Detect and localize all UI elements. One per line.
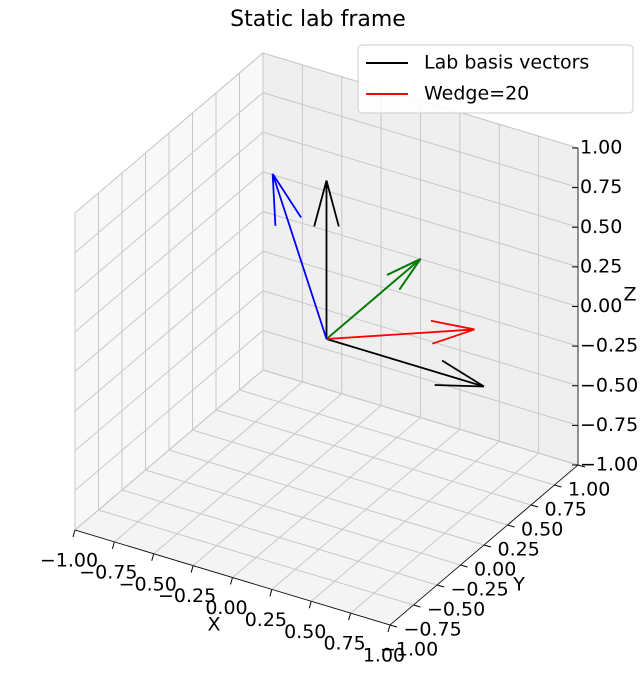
- grid-line: [262, 369, 579, 466]
- grid-line: [262, 131, 579, 228]
- z-tick-label: 0.00: [580, 295, 622, 317]
- grid-line: [74, 52, 264, 214]
- grid-line: [262, 92, 579, 189]
- x-tick-label: −1.00: [40, 550, 98, 572]
- y-axis-label: Y: [512, 574, 525, 596]
- tick-mark: [483, 544, 492, 548]
- tick-mark: [460, 564, 468, 568]
- z-tick-label: −0.75: [580, 414, 638, 436]
- z-tick-label: 0.50: [580, 216, 622, 238]
- tick-mark: [269, 589, 273, 597]
- tick-mark: [230, 577, 233, 585]
- grid-line: [262, 171, 579, 268]
- grid-line: [192, 429, 508, 526]
- tick-mark: [530, 504, 539, 508]
- arrow: [325, 258, 422, 340]
- legend-label: Wedge=20: [424, 83, 529, 105]
- tick-mark: [111, 541, 115, 550]
- arrow-shape: [271, 173, 328, 340]
- grid-line: [239, 389, 555, 486]
- z-tick-label: 1.00: [580, 137, 622, 159]
- y-tick-label: 0.50: [521, 519, 563, 541]
- y-tick-label: −1.00: [380, 639, 438, 661]
- tick-mark: [436, 584, 445, 588]
- arrow-shape: [326, 338, 485, 388]
- arrow: [313, 180, 340, 339]
- arrow: [326, 338, 485, 388]
- x-tick-label: 0.00: [205, 597, 247, 619]
- x-tick-label: −0.50: [119, 573, 177, 595]
- y-tick-label: −0.25: [451, 579, 509, 601]
- y-tick-label: −0.75: [404, 619, 462, 641]
- y-tick-label: 0.75: [545, 499, 587, 521]
- grid-line: [121, 489, 438, 586]
- grid-line: [98, 509, 414, 606]
- grid-line: [262, 329, 579, 426]
- tick-mark: [413, 604, 421, 608]
- tick-mark: [151, 553, 155, 561]
- arrow-shape: [326, 319, 475, 345]
- grid-line: [145, 469, 461, 566]
- tick-mark: [577, 464, 586, 468]
- grid-line: [74, 250, 264, 412]
- y-axis: [389, 464, 579, 626]
- arrow-shape: [325, 258, 422, 340]
- tick-mark: [554, 484, 562, 488]
- grid-line: [74, 92, 264, 254]
- x-tick-label: −0.25: [158, 585, 216, 607]
- z-axis-label: Z: [623, 284, 636, 306]
- z-tick-label: −1.00: [580, 454, 638, 476]
- y-tick-label: −0.50: [427, 599, 485, 621]
- arrow: [271, 173, 328, 340]
- y-tick-label: 1.00: [568, 479, 610, 501]
- legend-box: [357, 44, 634, 114]
- grid-line: [74, 131, 264, 293]
- tick-mark: [507, 524, 515, 528]
- z-tick-label: 0.25: [580, 255, 622, 277]
- x-axis-label: X: [207, 614, 220, 636]
- x-tick-label: 1.00: [363, 645, 405, 667]
- grid-line: [74, 171, 264, 333]
- tick-mark: [72, 529, 76, 538]
- grid-line: [74, 290, 264, 452]
- x-tick-label: 0.75: [323, 633, 365, 655]
- tick-mark: [308, 601, 312, 609]
- grid-line: [168, 449, 485, 546]
- z-tick-label: −0.50: [580, 374, 638, 396]
- arrow-shape: [313, 180, 340, 339]
- x-tick-label: 0.25: [245, 609, 287, 631]
- arrow: [326, 319, 475, 345]
- tick-mark: [387, 624, 391, 633]
- legend-label: Lab basis vectors: [424, 52, 589, 74]
- tick-mark: [348, 612, 352, 621]
- x-axis: [74, 529, 391, 626]
- x-tick-label: −0.75: [79, 561, 137, 583]
- y-tick-label: 0.25: [498, 539, 540, 561]
- grid-line: [74, 211, 264, 372]
- grid-line: [74, 329, 264, 491]
- tick-mark: [190, 565, 194, 573]
- grid-line: [262, 250, 579, 347]
- tick-mark: [389, 624, 398, 628]
- z-tick-label: 0.75: [580, 176, 622, 198]
- grid-line: [215, 409, 532, 506]
- chart-title: Static lab frame: [230, 7, 406, 32]
- x-tick-label: 0.50: [284, 621, 326, 643]
- z-tick-label: −0.25: [580, 335, 638, 357]
- grid-line: [74, 369, 264, 531]
- y-tick-label: 0.00: [474, 559, 516, 581]
